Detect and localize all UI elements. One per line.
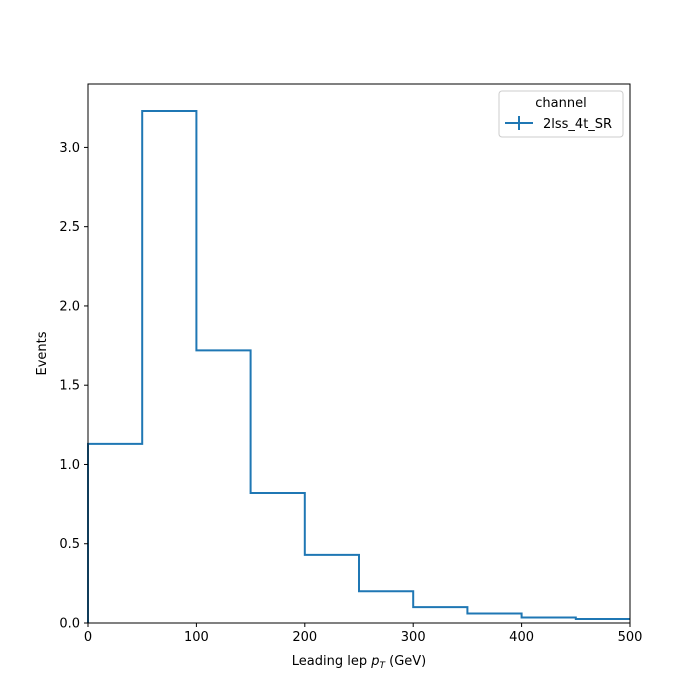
y-tick-label: 1.5 (59, 379, 80, 394)
y-axis-label: Events (35, 331, 50, 375)
x-tick-label: 200 (292, 630, 317, 645)
x-axis-label-var: p (370, 654, 379, 669)
x-tick-label: 500 (618, 630, 643, 645)
x-axis-label: Leading lep pT (GeV) (292, 654, 426, 671)
legend: channel 2lss_4t_SR (498, 90, 624, 138)
x-axis: 0 100 200 300 400 500 (84, 623, 643, 645)
plot-area (88, 84, 630, 623)
legend-entries: 2lss_4t_SR (505, 116, 612, 132)
axes-frame (87, 83, 631, 624)
x-tick-label: 300 (401, 630, 426, 645)
legend-box (498, 90, 624, 138)
y-tick-label: 1.0 (59, 458, 80, 473)
y-tick-label: 2.5 (59, 220, 80, 235)
y-axis: 0.0 0.5 1.0 1.5 2.0 2.5 3.0 (59, 141, 88, 632)
y-tick-label: 3.0 (59, 141, 80, 156)
y-tick-label: 0.5 (59, 537, 80, 552)
x-tick-label: 0 (84, 630, 92, 645)
y-tick-label: 2.0 (59, 299, 80, 314)
series-step-line (87, 109, 630, 623)
x-axis-label-sub: T (379, 661, 386, 671)
legend-label: 2lss_4t_SR (543, 117, 612, 132)
y-tick-label: 0.0 (59, 617, 80, 632)
legend-title: channel (535, 96, 586, 111)
x-axis-label-unit: (GeV) (385, 654, 426, 669)
x-axis-label-main: Leading lep (292, 654, 371, 669)
x-tick-label: 100 (184, 630, 209, 645)
series-layer (87, 109, 630, 623)
x-tick-label: 400 (509, 630, 534, 645)
